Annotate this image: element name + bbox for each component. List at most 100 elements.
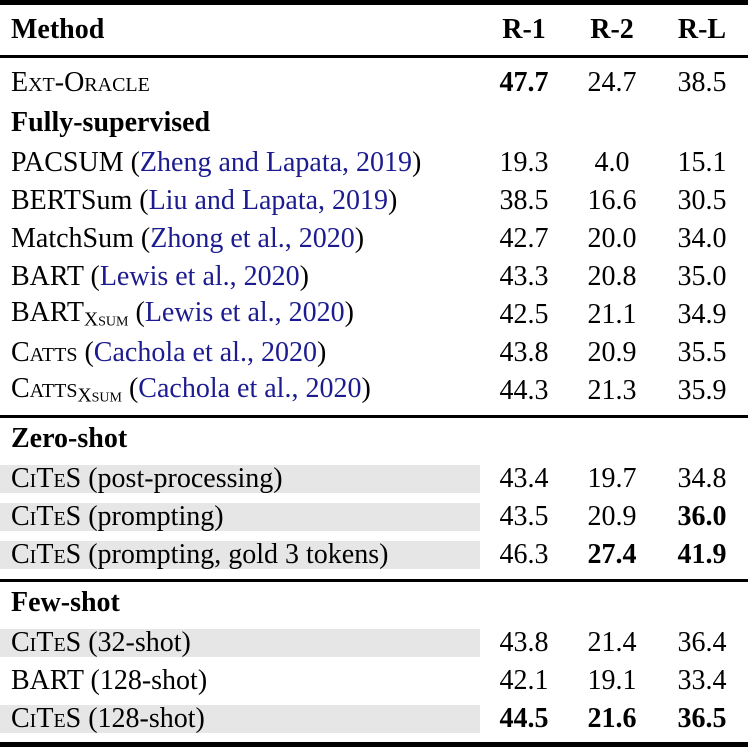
citation-link[interactable]: Lewis et al., 2020 [99, 261, 300, 292]
section-title: Fully-supervised [11, 107, 211, 138]
method-text: (prompting, gold 3 tokens) [81, 539, 389, 570]
method-text: ) [412, 147, 422, 178]
score-r2: 21.3 [587, 375, 637, 406]
section-divider-rule [0, 579, 748, 582]
table-section: Ext-Oracle 47.7 24.7 38.5 Fully-supervised PA… [0, 58, 748, 415]
method-text: (32-shot) [81, 627, 191, 658]
table-row: CattsXsum (Cachola et al., 2020) 44.3 21.3… [0, 372, 748, 410]
table-row: CiTeS (prompting) 43.5 20.9 36.0 [0, 498, 748, 536]
bottom-rule [0, 742, 748, 747]
table-header-row: Method R-1 R-2 R-L [0, 5, 748, 55]
method-text: (post-processing) [81, 463, 283, 494]
method-text: PACSUM ( [11, 147, 140, 178]
method-text: ) [316, 337, 327, 368]
method-cell: CiTeS (post-processing) [0, 465, 480, 493]
column-header-method: Method [11, 14, 105, 45]
method-cell: CiTeS (128-shot) [0, 705, 480, 733]
score-rl: 34.9 [677, 299, 727, 330]
table-row: MatchSum (Zhong et al., 2020) 42.7 20.0 34.… [0, 220, 748, 258]
score-r1: 43.8 [499, 337, 549, 368]
subscript-variant: Xsum [77, 386, 122, 408]
table-row: CiTeS (post-processing) 43.4 19.7 34.8 [0, 460, 748, 498]
method-cell: BERTSum (Liu and Lapata, 2019) [0, 187, 480, 215]
method-text: BART (128-shot) [11, 665, 208, 696]
table-row: BERTSum (Liu and Lapata, 2019) 38.5 16.6 30… [0, 182, 748, 220]
score-r1: 43.3 [499, 261, 549, 292]
column-header-r1: R-1 [502, 14, 546, 45]
citation-link[interactable]: Cachola et al., 2020 [138, 373, 362, 405]
method-cell: CiTeS (32-shot) [0, 629, 480, 657]
section-title: Few-shot [11, 587, 120, 618]
score-rl: 35.5 [677, 337, 727, 368]
score-r1: 44.3 [499, 375, 549, 406]
citation-link[interactable]: Lewis et al., 2020 [144, 297, 345, 329]
section-header-row: Few-shot [0, 582, 748, 624]
score-rl: 30.5 [677, 185, 727, 216]
method-cell: BART (Lewis et al., 2020) [0, 263, 480, 291]
method-cell: CattsXsum (Cachola et al., 2020) [0, 373, 480, 408]
score-r2: 21.4 [587, 627, 637, 658]
smallcaps-method-name: Catts [11, 337, 78, 368]
score-r2: 19.1 [587, 665, 637, 696]
section-header-row: Fully-supervised [0, 102, 748, 144]
column-header-r2: R-2 [590, 14, 634, 45]
table-row: Ext-Oracle 47.7 24.7 38.5 [0, 64, 748, 102]
score-r2: 24.7 [587, 67, 637, 98]
smallcaps-method-name: Catts [11, 373, 78, 405]
score-rl: 35.0 [677, 261, 727, 292]
score-r1: 44.5 [499, 703, 549, 734]
score-r2: 16.6 [587, 185, 637, 216]
table-row: PACSUM (Zheng and Lapata, 2019) 19.3 4.0 15… [0, 144, 748, 182]
smallcaps-method-name: CiTeS [11, 627, 82, 658]
citation-link[interactable]: Liu and Lapata, 2019 [148, 185, 389, 216]
method-text: ) [361, 373, 371, 405]
method-text: ) [388, 185, 398, 216]
score-rl: 38.5 [677, 67, 727, 98]
score-r1: 42.5 [499, 299, 549, 330]
score-r2: 20.8 [587, 261, 637, 292]
smallcaps-method-name: CiTeS [11, 703, 82, 734]
top-rule [0, 0, 748, 5]
method-cell: BART (128-shot) [0, 667, 480, 695]
score-rl: 33.4 [677, 665, 727, 696]
citation-link[interactable]: Zhong et al., 2020 [150, 223, 355, 254]
score-r1: 47.7 [499, 67, 549, 98]
table-row: BART (128-shot) 42.1 19.1 33.4 [0, 662, 748, 700]
method-cell: Ext-Oracle [0, 69, 480, 97]
score-r2: 21.1 [587, 299, 637, 330]
table-row: Catts (Cachola et al., 2020) 43.8 20.9 35.5 [0, 334, 748, 372]
section-header-row: Zero-shot [0, 418, 748, 460]
smallcaps-method-name: Ext-Oracle [11, 67, 150, 98]
smallcaps-method-name: CiTeS [11, 539, 82, 570]
method-text: (prompting) [81, 501, 224, 532]
score-rl: 34.8 [677, 463, 727, 494]
citation-link[interactable]: Cachola et al., 2020 [93, 337, 317, 368]
section-title: Zero-shot [11, 423, 128, 454]
citation-link[interactable]: Zheng and Lapata, 2019 [139, 147, 413, 178]
score-r2: 20.9 [587, 501, 637, 532]
table-row: CiTeS (prompting, gold 3 tokens) 46.3 27.4… [0, 536, 748, 574]
method-text: BART [11, 297, 84, 329]
score-r2: 4.0 [594, 147, 630, 178]
column-header-rl: R-L [677, 14, 727, 45]
score-r1: 43.5 [499, 501, 549, 532]
method-text: BART ( [11, 261, 100, 292]
table-row: CiTeS (32-shot) 43.8 21.4 36.4 [0, 624, 748, 662]
method-cell: MatchSum (Zhong et al., 2020) [0, 225, 480, 253]
score-r2: 19.7 [587, 463, 637, 494]
score-rl: 15.1 [677, 147, 727, 178]
score-r2: 20.9 [587, 337, 637, 368]
score-rl: 41.9 [677, 539, 727, 570]
method-text: MatchSum ( [11, 223, 151, 254]
header-rule [0, 55, 748, 58]
table-section: Zero-shot CiTeS (post-processing) 43.4 19.7… [0, 418, 748, 579]
score-rl: 35.9 [677, 375, 727, 406]
score-r1: 46.3 [499, 539, 549, 570]
method-cell: PACSUM (Zheng and Lapata, 2019) [0, 149, 480, 177]
score-r1: 43.8 [499, 627, 549, 658]
table-row: BART (Lewis et al., 2020) 43.3 20.8 35.0 [0, 258, 748, 296]
score-r1: 38.5 [499, 185, 549, 216]
method-cell: BARTXsum (Lewis et al., 2020) [0, 297, 480, 331]
section-divider-rule [0, 415, 748, 418]
